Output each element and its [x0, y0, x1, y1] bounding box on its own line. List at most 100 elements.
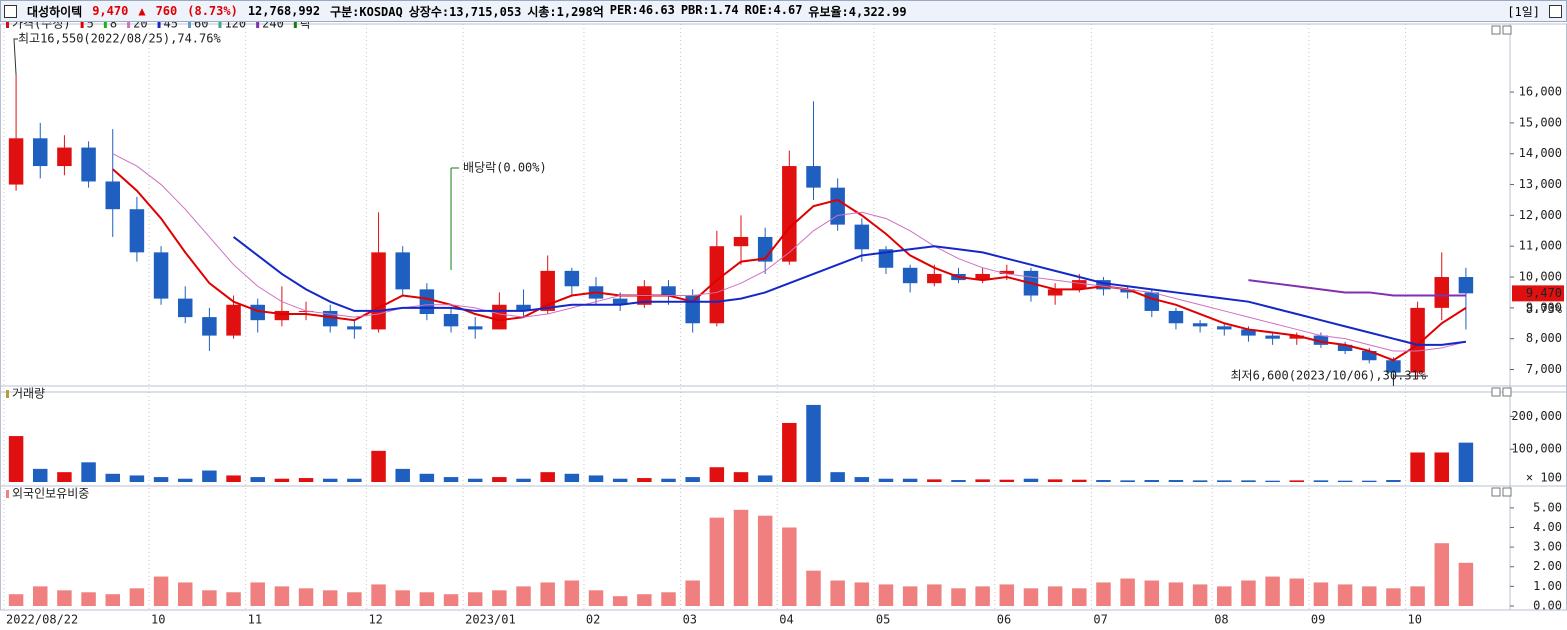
checkbox[interactable]: [4, 4, 17, 18]
bar: [1217, 586, 1232, 606]
bar: [806, 404, 821, 482]
pane-title: 외국인보유비중: [12, 487, 89, 501]
y-tick-label: 14,000: [1519, 146, 1562, 160]
bar: [757, 515, 773, 606]
bar: [878, 478, 894, 482]
candle-body: [81, 147, 96, 182]
pane-button[interactable]: [1502, 487, 1512, 497]
pane-button[interactable]: [1491, 25, 1501, 35]
y-tick-label: 5.00: [1533, 500, 1562, 514]
candle-body: [1265, 335, 1280, 339]
candle-body: [371, 252, 386, 330]
legend-label[interactable]: 60: [194, 22, 208, 31]
bar: [322, 590, 338, 606]
field: PER:46.63: [609, 2, 675, 17]
x-tick-label: 2022/08/22: [6, 613, 78, 627]
bar: [419, 473, 435, 482]
bar: [685, 580, 700, 606]
bar: [1241, 580, 1256, 606]
candle-body: [733, 236, 749, 247]
legend-label[interactable]: 45: [164, 22, 178, 31]
y-tick-label: 9,000: [1526, 300, 1562, 314]
annotation-arrow: [13, 38, 18, 76]
bar: [540, 472, 555, 482]
bar: [32, 468, 48, 482]
pane-button[interactable]: [1502, 25, 1512, 35]
bar: [1096, 480, 1111, 482]
y-tick-label: 12,000: [1519, 208, 1562, 222]
ma-line: [1248, 279, 1466, 297]
bar: [1289, 480, 1305, 482]
close-box[interactable]: [1549, 4, 1562, 18]
candle-body: [274, 310, 290, 321]
legend-label[interactable]: 20: [133, 22, 147, 31]
bar: [709, 467, 725, 482]
legend-label[interactable]: 8: [110, 22, 117, 31]
period[interactable]: [1일]: [1507, 4, 1540, 19]
legend-label[interactable]: 락: [300, 22, 311, 31]
bar: [1434, 543, 1450, 606]
bar: [443, 477, 459, 482]
bar: [1047, 479, 1063, 482]
bar: [1192, 584, 1208, 606]
bar: [202, 590, 217, 606]
legend-label[interactable]: 120: [224, 22, 246, 31]
candle-body: [202, 317, 217, 336]
candle-body: [492, 304, 507, 330]
bar: [975, 479, 990, 482]
legend-label[interactable]: 5: [87, 22, 94, 31]
bar: [854, 582, 870, 606]
field: PBR:1.74: [680, 2, 739, 17]
field: 상장수:13,715,053: [408, 4, 522, 19]
bar: [1023, 478, 1039, 482]
field: 구분:KOSDAQ: [330, 4, 403, 19]
y-tick-label: 7,000: [1526, 362, 1562, 376]
bar: [951, 588, 966, 606]
bar: [226, 475, 241, 482]
pane-button[interactable]: [1491, 487, 1501, 497]
bar: [951, 480, 966, 482]
bar: [419, 592, 435, 606]
bar: [878, 584, 894, 606]
candle-body: [153, 252, 169, 299]
bar: [8, 594, 24, 606]
bar: [1096, 582, 1111, 606]
candle-body: [540, 270, 555, 311]
pane-button[interactable]: [1491, 387, 1501, 397]
bar: [1265, 480, 1280, 482]
bar: [226, 592, 241, 606]
candle-body: [129, 209, 145, 253]
bar: [467, 478, 483, 482]
bar: [1337, 480, 1353, 482]
x-tick-label: 05: [876, 613, 890, 627]
candle-body: [1313, 335, 1329, 345]
annotation-arrow: [1392, 375, 1428, 386]
candle-body: [1410, 307, 1425, 373]
pane-title: 거래량: [12, 387, 45, 401]
y-tick-label: 10,000: [1519, 270, 1562, 284]
last-price: 9,470: [1526, 286, 1562, 300]
candle-body: [8, 138, 24, 185]
legend-marker: [218, 22, 222, 28]
high-annotation: 최고16,550(2022/08/25),74.76%: [18, 32, 221, 46]
candle-body: [1241, 329, 1256, 336]
unit-label: × 100: [1526, 471, 1562, 485]
legend-marker: [6, 22, 9, 28]
y-tick-label: 0.00: [1533, 599, 1562, 613]
bar: [202, 470, 217, 482]
candle-body: [177, 298, 193, 318]
candle-body: [1386, 360, 1401, 373]
legend-label[interactable]: 가격(수정): [12, 22, 71, 31]
bar: [177, 478, 193, 482]
change: 760: [155, 4, 178, 18]
legend-label[interactable]: 240: [262, 22, 284, 31]
candle-body: [467, 326, 483, 330]
candle-body: [854, 224, 870, 250]
bar: [564, 580, 580, 606]
volume: 12,768,992: [247, 4, 321, 18]
pane-button[interactable]: [1502, 387, 1512, 397]
field: ROE:4.67: [744, 2, 803, 17]
bar: [975, 586, 990, 606]
candle-body: [999, 270, 1015, 274]
bar: [298, 478, 314, 482]
